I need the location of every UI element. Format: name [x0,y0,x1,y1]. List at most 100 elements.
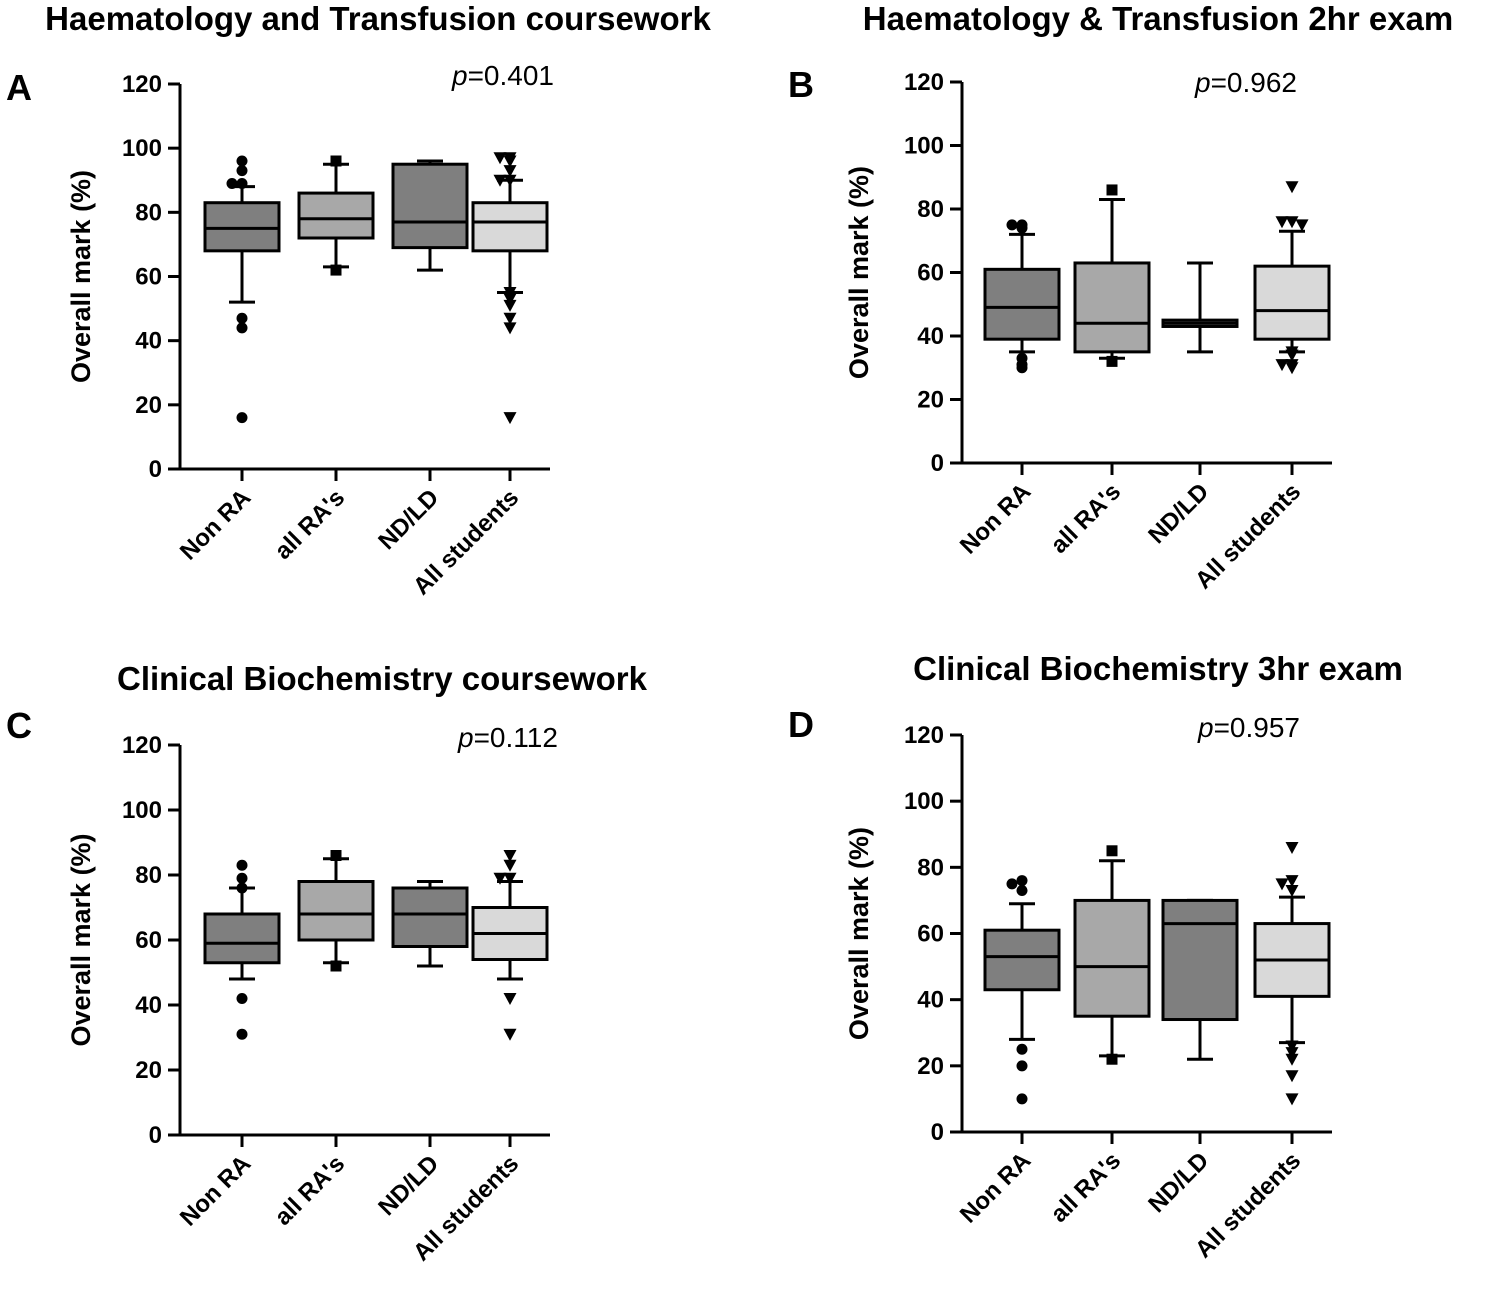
y-axis-title: Overall mark (%) [844,166,874,379]
panel-c-letter: C [6,705,32,746]
outlier-point [1106,184,1118,196]
outlier-point [1285,181,1299,194]
outlier-point [1285,1047,1299,1060]
panel-d-p-value: p=0.957 [1197,712,1300,743]
outlier-point [1106,1053,1118,1065]
y-axis-title: Overall mark (%) [844,827,874,1040]
outlier-point [1295,219,1309,232]
panel-a-title: Haematology and Transfusion coursework [45,0,711,37]
y-tick-label-120: 120 [904,722,944,749]
outlier-point [503,322,517,335]
outlier-point [1006,878,1018,890]
box-2 [1161,261,1239,354]
y-tick-label-100: 100 [904,133,944,160]
y-tick-label-60: 60 [135,264,162,291]
box-2 [1161,898,1239,1061]
x-category-label-1: all RA's [270,1150,351,1231]
y-tick-label-40: 40 [135,992,162,1019]
panel-c-plot: 0 20 40 60 80 100 120 Overall mark (%) Non RA all… [66,732,550,1266]
outlier-point [503,412,517,425]
panel-a-plot: 0 20 40 60 80 100 120 Overall mark (%) Non RA all… [66,71,550,600]
x-category-label-1: all RA's [1046,478,1127,559]
panel-d-plot: 0 20 40 60 80 100 120 Overall mark (%) Non RA all… [844,722,1332,1263]
panel-b: Haematology & Transfusion 2hr exam B p=0… [788,0,1453,594]
box-0 [203,155,281,424]
box-iqr [983,928,1061,992]
x-category-label-2: ND/LD [1143,1147,1214,1218]
outlier-point [1285,362,1299,375]
outlier-point [503,850,517,862]
outlier-point [493,152,507,165]
outlier-point [503,993,517,1005]
y-tick-label-60: 60 [917,921,944,948]
x-category-label-2: ND/LD [373,484,444,555]
outlier-point [503,312,517,325]
x-category-label-2: ND/LD [1143,478,1214,549]
outlier-point [503,1028,517,1041]
y-tick-label-20: 20 [917,1053,944,1080]
outlier-point [503,287,517,300]
x-category-label-0: Non RA [175,484,256,565]
box-iqr [297,880,375,942]
outlier-point [1016,875,1028,887]
outlier-point [1016,362,1028,374]
box-1 [297,850,375,972]
y-axis-title: Overall mark (%) [66,833,96,1046]
box-iqr [1073,261,1151,354]
outlier-point [503,165,517,178]
panel-c-title: Clinical Biochemistry coursework [117,660,648,697]
outlier-point [236,412,248,424]
box-3 [471,152,549,425]
box-iqr [1161,898,1239,1022]
box-3 [1253,181,1331,375]
panel-d-letter: D [788,704,814,745]
outlier-point [503,299,517,312]
panel-c-p-value: p=0.112 [457,722,558,753]
panel-b-letter: B [788,64,814,105]
outlier-point [330,960,342,972]
box-0 [203,859,281,1040]
y-tick-label-20: 20 [135,392,162,419]
outlier-point [226,177,238,189]
outlier-point [503,872,517,885]
outlier-point [1016,1043,1028,1055]
panel-b-title: Haematology & Transfusion 2hr exam [863,0,1454,37]
box-1 [297,155,375,276]
outlier-point [330,264,342,276]
panel-d-title: Clinical Biochemistry 3hr exam [913,650,1403,687]
y-tick-label-40: 40 [917,323,944,350]
y-tick-label-100: 100 [122,135,162,162]
box-2 [391,159,469,272]
y-tick-label-80: 80 [135,199,162,226]
outlier-point [1275,359,1289,372]
y-tick-label-0: 0 [931,1119,944,1146]
y-tick-label-0: 0 [149,1122,162,1149]
outlier-point [236,177,248,189]
outlier-point [1106,845,1118,857]
y-tick-label-40: 40 [135,328,162,355]
box-iqr [391,162,469,250]
box-iqr [471,201,549,253]
x-category-label-1: all RA's [1046,1147,1127,1228]
box-3 [1253,841,1331,1106]
x-category-label-0: Non RA [955,1147,1036,1228]
y-tick-label-100: 100 [904,788,944,815]
outlier-point [1285,875,1299,888]
outlier-point [1016,222,1028,234]
y-tick-label-40: 40 [917,987,944,1014]
outlier-point [503,155,517,168]
panel-b-p-value: p=0.962 [1194,67,1297,98]
x-category-label-1: all RA's [270,484,351,565]
x-category-label-2: ND/LD [373,1150,444,1221]
y-tick-label-0: 0 [149,456,162,483]
y-tick-label-100: 100 [122,797,162,824]
outlier-point [236,165,248,177]
box-2 [391,880,469,968]
outlier-point [1275,216,1289,229]
y-tick-label-80: 80 [917,854,944,881]
outlier-point [1275,878,1289,891]
box-0 [983,219,1061,374]
outlier-point [1106,355,1118,367]
outlier-point [1016,1060,1028,1072]
outlier-point [236,993,248,1004]
